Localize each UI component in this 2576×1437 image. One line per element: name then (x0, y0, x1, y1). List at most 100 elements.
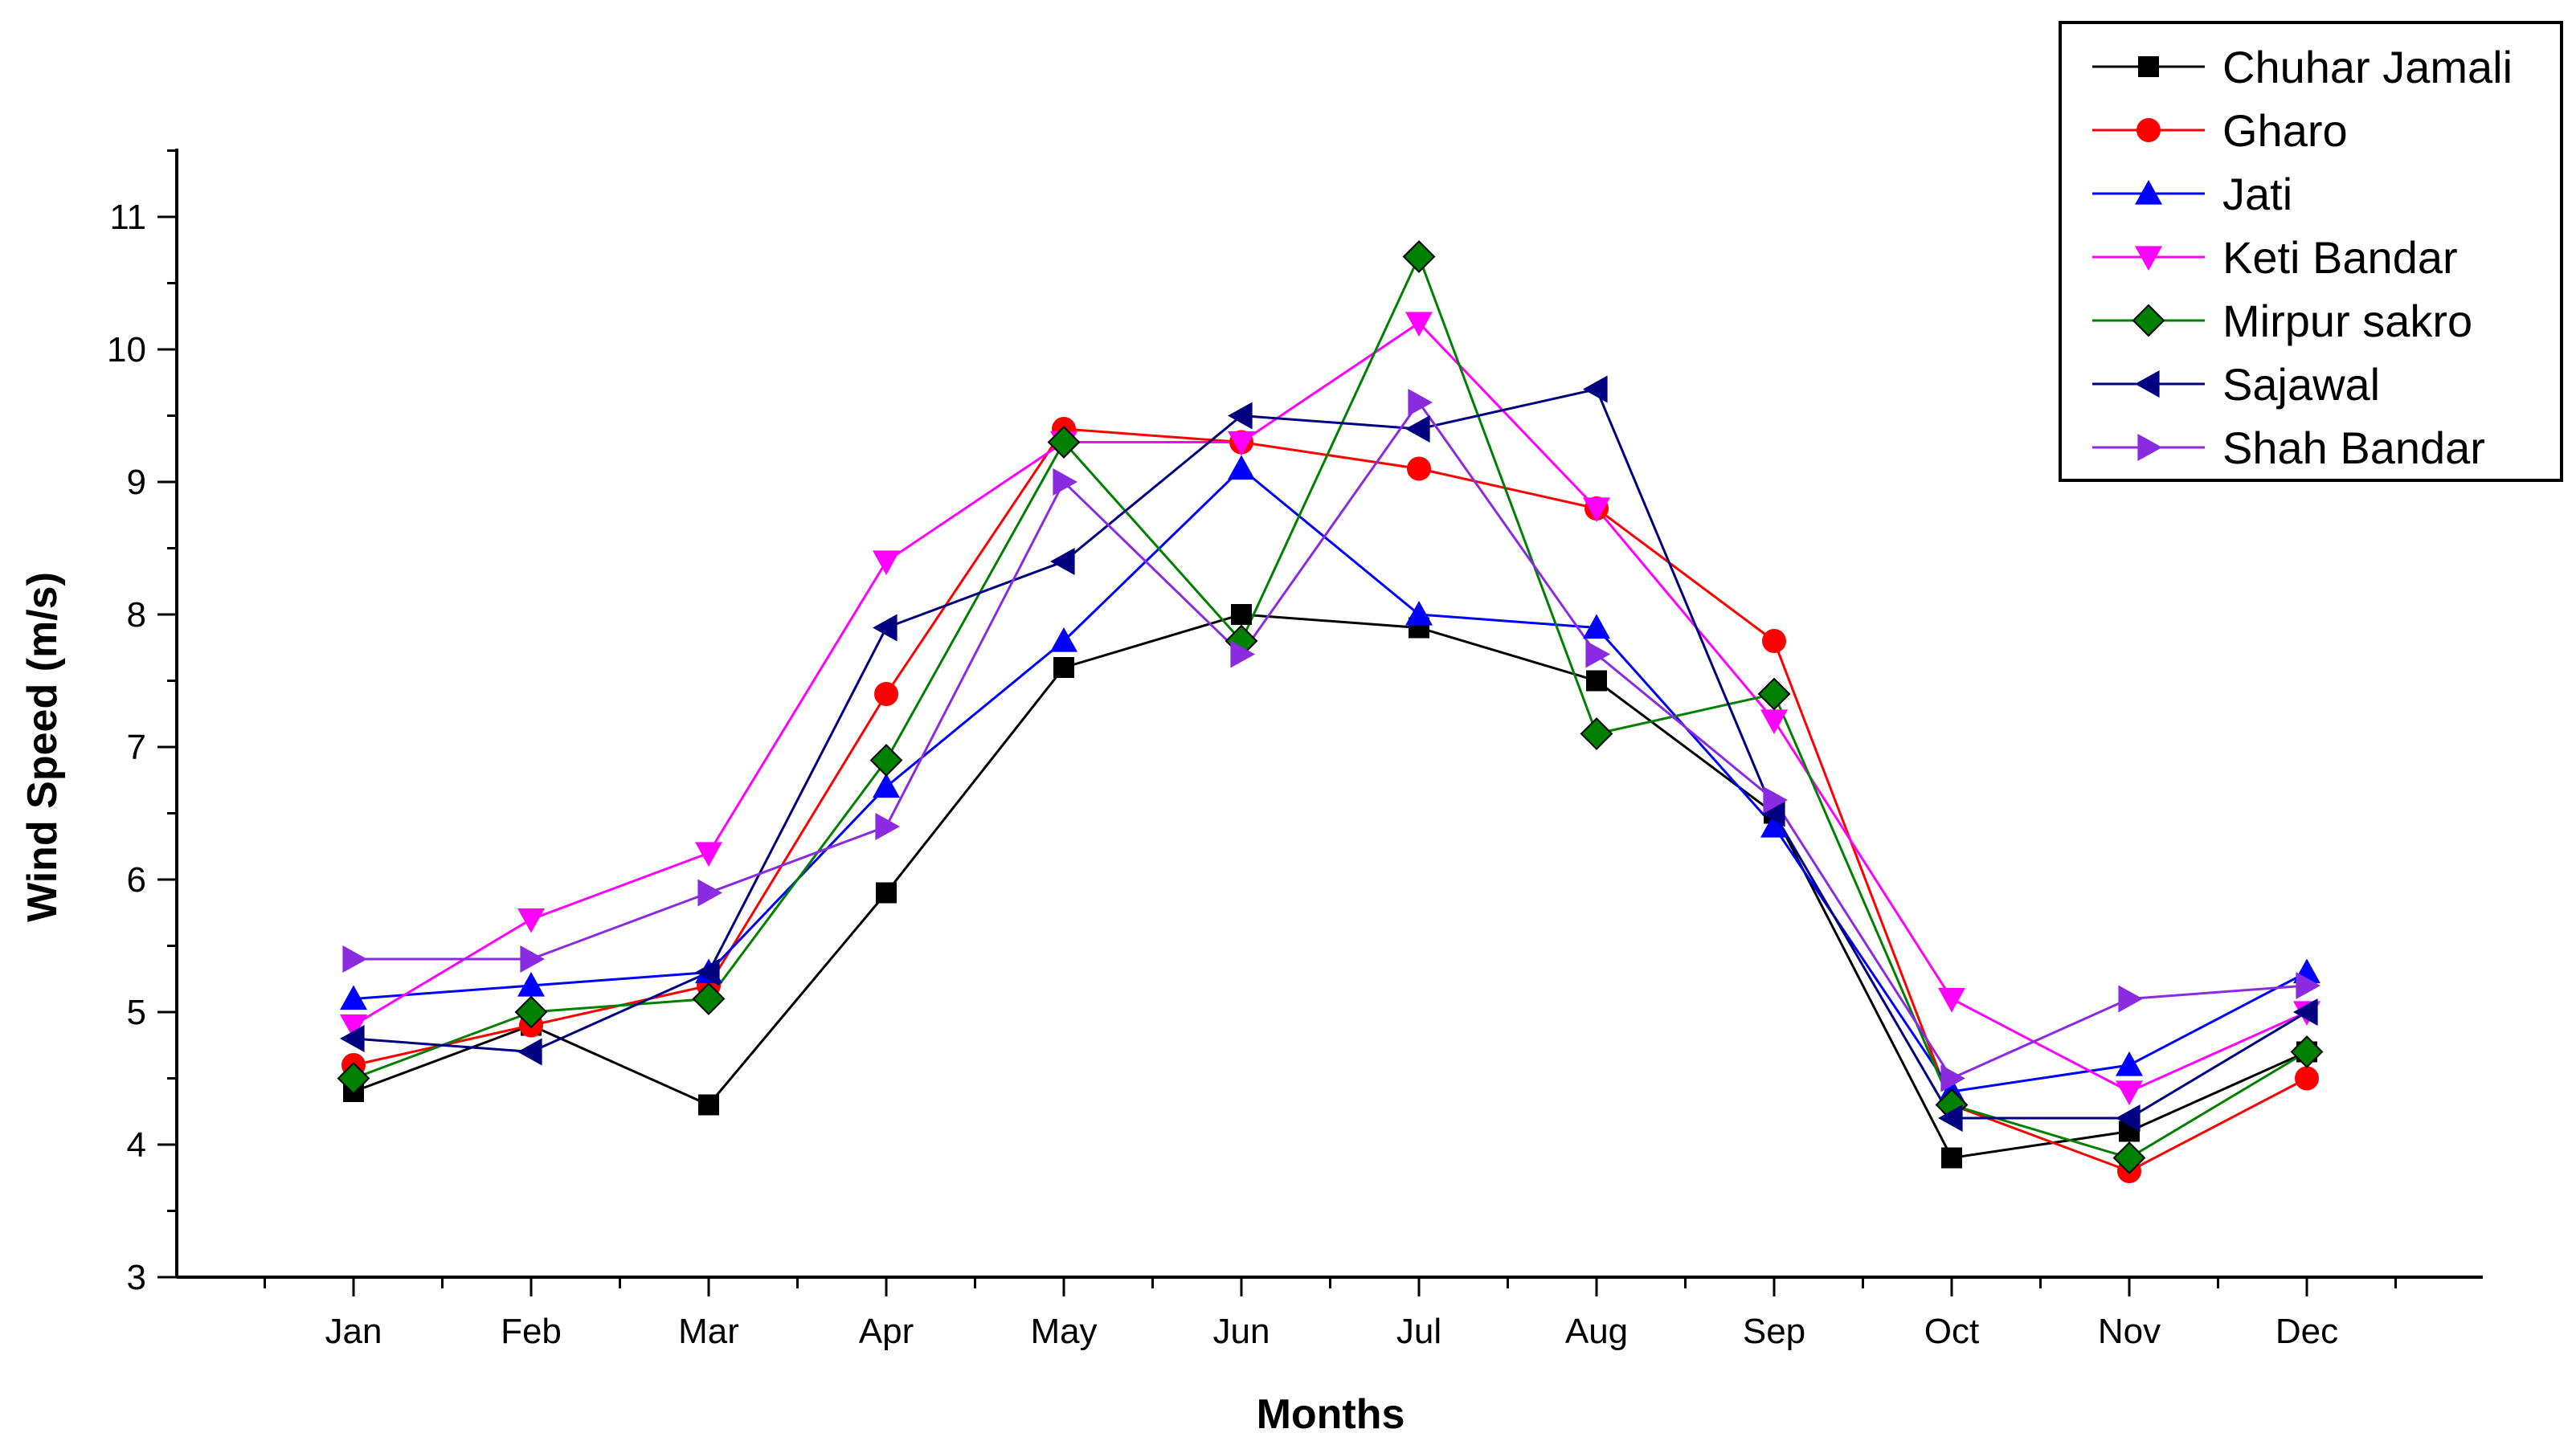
data-point-jati (873, 773, 900, 798)
data-point-sajawal (695, 958, 720, 986)
data-point-shah-bandar (1940, 1064, 1965, 1092)
data-point-mirpur-sakro (692, 982, 726, 1015)
data-point-keti-bandar (1228, 431, 1255, 456)
data-point-mirpur-sakro (337, 1062, 370, 1095)
x-tick-label: Mar (678, 1312, 739, 1351)
y-tick-label: 7 (127, 728, 146, 767)
x-tick-label: Sep (1743, 1312, 1805, 1351)
data-point-chuhar-jamali (698, 1094, 719, 1116)
data-point-shah-bandar (1230, 640, 1255, 668)
data-point-jati (2116, 1051, 2143, 1076)
data-point-keti-bandar (1405, 312, 1433, 337)
x-tick-label: Apr (859, 1312, 914, 1351)
legend: Chuhar Jamali Gharo Jati Keti Bandar Mirpur … (2059, 21, 2563, 482)
data-point-shah-bandar (697, 879, 722, 907)
legend-label-shah-bandar: Shah Bandar (2222, 423, 2485, 473)
data-point-shah-bandar (1763, 786, 1788, 814)
data-point-sajawal (2293, 998, 2318, 1026)
data-point-sajawal (1583, 375, 1608, 403)
data-point-sajawal (1938, 1104, 1963, 1132)
data-point-mirpur-sakro (1047, 426, 1081, 459)
y-axis-title: Wind Speed (m/s) (19, 572, 66, 922)
data-point-keti-bandar (1938, 987, 1965, 1013)
data-point-mirpur-sakro (2112, 1141, 2146, 1174)
series-line-jati (353, 467, 2308, 1093)
data-point-jati (1583, 614, 1610, 639)
data-point-chuhar-jamali (1586, 670, 1607, 692)
legend-marker-shah-bandar (2137, 434, 2162, 461)
data-point-gharo (1762, 629, 1786, 653)
data-point-keti-bandar (2116, 1080, 2143, 1105)
data-point-keti-bandar (1760, 709, 1788, 734)
series-line-sajawal (353, 387, 2308, 1120)
data-point-sajawal (1760, 799, 1785, 827)
data-point-shah-bandar (2118, 985, 2143, 1013)
data-point-shah-bandar (342, 945, 367, 973)
y-tick-label: 11 (109, 198, 146, 237)
legend-label-gharo: Gharo (2222, 105, 2348, 156)
x-tick-label: Jun (1213, 1312, 1270, 1351)
data-point-jati (1760, 813, 1788, 838)
data-point-mirpur-sakro (1580, 717, 1613, 750)
x-tick-label: Dec (2275, 1312, 2338, 1351)
data-point-sajawal (1405, 415, 1430, 443)
legend-marker-sajawal (2135, 370, 2160, 398)
data-point-keti-bandar (517, 908, 545, 933)
legend-marker-jati (2135, 180, 2162, 205)
series-line-keti-bandar (353, 321, 2308, 1093)
data-point-jati (1050, 627, 1077, 652)
data-point-sajawal (2116, 1104, 2141, 1132)
data-point-keti-bandar (1583, 497, 1610, 522)
y-tick-label: 3 (127, 1258, 146, 1297)
legend-label-sajawal: Sajawal (2222, 359, 2380, 410)
data-point-keti-bandar (873, 550, 900, 575)
data-point-mirpur-sakro (514, 995, 548, 1029)
legend-marker-mirpur-sakro (2132, 304, 2165, 337)
y-tick-label: 9 (127, 463, 146, 502)
x-axis-title: Months (1257, 1391, 1405, 1437)
data-point-sajawal (1228, 402, 1253, 430)
y-tick-label: 4 (127, 1125, 146, 1165)
data-point-jati (1405, 601, 1433, 626)
data-point-shah-bandar (1585, 640, 1610, 668)
y-tick-label: 5 (127, 993, 146, 1032)
x-tick-label: Oct (1924, 1312, 1979, 1351)
x-tick-label: Nov (2098, 1312, 2161, 1351)
series-markers (337, 240, 2324, 1183)
legend-label-mirpur-sakro: Mirpur sakro (2222, 296, 2472, 346)
data-point-shah-bandar (2296, 972, 2320, 999)
legend-label-jati: Jati (2222, 169, 2292, 219)
x-tick-label: May (1030, 1312, 1097, 1351)
data-point-chuhar-jamali (876, 882, 897, 904)
data-point-sajawal (1050, 548, 1075, 575)
data-point-jati (1228, 455, 1255, 480)
series-line-gharo (353, 427, 2308, 1173)
data-point-sajawal (873, 614, 898, 642)
x-tick-label: Jan (325, 1312, 382, 1351)
data-point-gharo (1407, 456, 1431, 481)
data-point-chuhar-jamali (1053, 657, 1074, 678)
data-point-keti-bandar (340, 1014, 367, 1039)
data-point-chuhar-jamali (1231, 604, 1252, 625)
data-point-mirpur-sakro (1757, 677, 1791, 711)
legend-marker-chuhar-jamali (2138, 56, 2159, 77)
legend-label-keti-bandar: Keti Bandar (2222, 232, 2458, 283)
data-point-jati (517, 972, 545, 997)
data-point-mirpur-sakro (869, 744, 903, 777)
data-point-gharo (2295, 1066, 2319, 1091)
y-tick-label: 8 (127, 595, 146, 635)
axes: 3 4 5 6 7 8 9 10 11 Jan Feb Mar Apr May Jun Jul Aug Sep Oc… (107, 149, 2483, 1351)
series-line-mirpur-sakro (353, 253, 2308, 1160)
series-line-shah-bandar (354, 400, 2308, 1080)
data-point-sajawal (517, 1038, 542, 1066)
data-point-keti-bandar (695, 842, 722, 867)
data-point-mirpur-sakro (1402, 240, 1436, 273)
legend-marker-keti-bandar (2135, 246, 2162, 271)
data-point-shah-bandar (875, 813, 900, 840)
data-point-shah-bandar (1053, 468, 1077, 496)
data-point-gharo (874, 682, 898, 706)
data-point-shah-bandar (1408, 389, 1433, 416)
data-point-jati (340, 985, 367, 1010)
x-tick-label: Feb (501, 1312, 562, 1351)
y-tick-label: 10 (107, 330, 146, 369)
